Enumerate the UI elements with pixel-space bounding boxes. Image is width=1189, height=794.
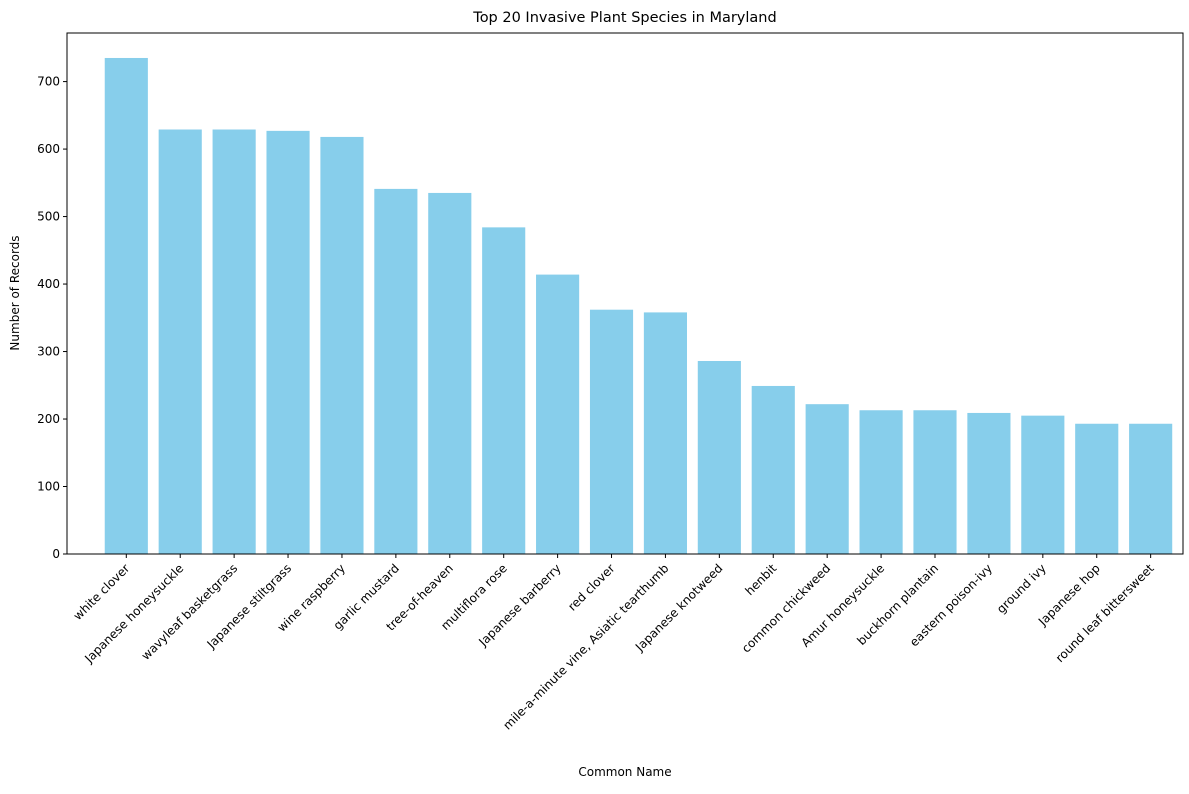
bar	[266, 130, 310, 555]
bar	[482, 227, 526, 555]
x-tick-label: Japanese honeysuckle	[81, 561, 186, 666]
x-tick-label: red clover	[565, 561, 617, 613]
bar	[805, 404, 849, 554]
bar	[751, 385, 795, 554]
x-tick-label: Japanese knotweed	[632, 561, 725, 654]
x-tick-label: round leaf bittersweet	[1053, 561, 1157, 665]
x-tick-label: common chickweed	[739, 561, 833, 655]
y-tick-label: 300	[37, 345, 60, 359]
bar	[589, 309, 634, 554]
bar	[1129, 423, 1173, 554]
x-axis-label: Common Name	[578, 765, 671, 779]
bar	[859, 410, 903, 554]
bar	[320, 136, 364, 554]
y-tick-label: 700	[37, 75, 60, 89]
bar	[536, 274, 580, 554]
bar	[1075, 423, 1119, 554]
x-tick-label: henbit	[742, 561, 779, 598]
bar	[212, 129, 256, 554]
y-tick-label: 200	[37, 412, 60, 426]
y-tick-label: 600	[37, 142, 60, 156]
bar	[967, 412, 1011, 554]
y-tick-label: 500	[37, 210, 60, 224]
plot-frame	[66, 32, 1184, 555]
bar	[428, 192, 472, 554]
bar	[1021, 415, 1065, 554]
y-axis-ticks: 0 100 200 300 400 500 600 700	[37, 75, 67, 561]
bars-group	[104, 57, 1173, 555]
chart-title: Top 20 Invasive Plant Species in Marylan…	[472, 10, 776, 26]
x-tick-label: ground ivy	[994, 561, 1049, 616]
bar	[913, 410, 957, 554]
bar	[158, 129, 202, 554]
x-tick-label: wavyleaf basketgrass	[139, 561, 241, 663]
y-tick-label: 0	[52, 547, 60, 561]
y-tick-label: 400	[37, 277, 60, 291]
bar	[697, 360, 741, 554]
y-axis-label: Number of Records	[8, 235, 22, 350]
bar	[374, 188, 418, 554]
y-tick-label: 100	[37, 480, 60, 494]
bar	[104, 57, 148, 554]
bar	[643, 312, 687, 554]
